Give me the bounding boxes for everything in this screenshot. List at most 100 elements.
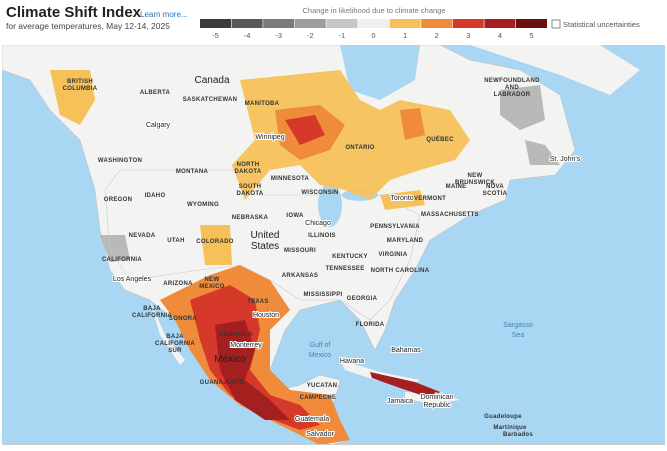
map-label: MISSISSIPPI — [304, 292, 343, 298]
map-label: WASHINGTON — [98, 158, 142, 164]
uncertain-region — [100, 85, 560, 262]
map-label: ALBERTA — [140, 90, 171, 96]
heat-region — [285, 115, 325, 145]
great-lakes — [318, 183, 342, 227]
map-label: SASKATCHEWAN — [183, 97, 238, 103]
map-label: LABRADOR — [494, 92, 531, 98]
map-label: MAINE — [446, 184, 467, 190]
map-label: NEW — [468, 173, 483, 179]
learn-more-link[interactable]: Learn more... — [140, 10, 188, 19]
legend-label: 4 — [498, 31, 502, 40]
map-label: DAKOTA — [234, 169, 261, 175]
map-label: ILLINOIS — [308, 233, 336, 239]
legend-swatch — [294, 19, 326, 28]
map-label: CALIFORNIA — [102, 257, 142, 263]
heat-region — [50, 70, 425, 265]
map-label: KENTUCKY — [332, 254, 368, 260]
map-label: WISCONSIN — [301, 190, 338, 196]
legend-swatch — [421, 19, 453, 28]
map-label: Toronto — [390, 195, 413, 202]
legend-swatch — [326, 19, 358, 28]
legend-label: 3 — [466, 31, 470, 40]
map-label: NEBRASKA — [232, 215, 269, 221]
map-label: YUCATAN — [307, 383, 338, 389]
map-label: Sea — [512, 332, 525, 339]
heat-region — [190, 285, 320, 430]
legend-label: 5 — [529, 31, 533, 40]
heat-region — [215, 320, 290, 420]
map-label: ARIZONA — [163, 281, 193, 287]
map-label: MISSOURI — [284, 248, 316, 254]
arctic-land — [470, 45, 640, 95]
heat-region — [370, 372, 440, 398]
map-label: Canada — [194, 75, 229, 86]
uncertainty-label: Statistical uncertainties — [563, 20, 640, 29]
map-label: Gulf of — [310, 342, 331, 349]
legend-swatch — [263, 19, 295, 28]
map-label: Sargasso — [503, 322, 533, 329]
map-label: MEXICO — [199, 284, 225, 290]
map-label: NORTH CAROLINA — [371, 268, 430, 274]
legend-swatch — [484, 19, 516, 28]
map-label: MARYLAND — [387, 238, 424, 244]
map-label: States — [251, 241, 279, 252]
title: Climate Shift Index — [6, 4, 142, 21]
map-label: TENNESSEE — [325, 266, 364, 272]
map-label: United — [251, 230, 280, 241]
map-label: BAJA — [166, 334, 184, 340]
map-label: CAMPECHE — [300, 395, 337, 401]
map-label: GUANAJUATO — [200, 380, 245, 386]
legend: -5 -4 -3 -2 -1 0 1 2 3 4 5 — [200, 19, 547, 40]
map-label: Guadeloupe — [484, 414, 522, 420]
map-label: Mexico — [309, 352, 331, 359]
heat-region — [232, 70, 470, 200]
map-label: COLORADO — [196, 239, 233, 245]
map-label: Los Angeles — [113, 276, 152, 283]
legend-swatch — [452, 19, 484, 28]
map-label: Salvador — [306, 431, 334, 438]
map-label: Bahamas — [391, 347, 421, 354]
legend-swatch — [358, 19, 389, 28]
map-label: Dominican — [420, 394, 453, 401]
subtitle: for average temperatures, May 12-14, 202… — [6, 21, 170, 31]
map-label: COLUMBIA — [63, 86, 98, 92]
legend-label: -3 — [275, 31, 282, 40]
map-label: WYOMING — [187, 202, 219, 208]
map-label: MASSACHUSETTS — [421, 212, 479, 218]
legend-label: -5 — [212, 31, 219, 40]
map-label: NEW — [205, 277, 220, 283]
map-label: ARKANSAS — [282, 273, 318, 279]
map-label: BAJA — [143, 306, 161, 312]
map-label: Havana — [340, 358, 364, 365]
map-label: Chicago — [305, 220, 331, 227]
map-label: DAKOTA — [236, 191, 263, 197]
map-label: UTAH — [167, 238, 184, 244]
map-label: NEVADA — [129, 233, 156, 239]
map-label: Calgary — [146, 122, 171, 129]
map-label: Guatemala — [295, 416, 329, 423]
map-label: Winnipeg — [255, 134, 284, 141]
map-label: Barbados — [503, 432, 533, 438]
map-label: Houston — [253, 312, 279, 319]
bottom-border — [2, 444, 665, 445]
us-border — [104, 169, 421, 321]
legend-label: -1 — [339, 31, 346, 40]
map-label: Jamaica — [387, 398, 413, 405]
map-label: Republic — [423, 402, 451, 409]
legend-swatch — [389, 19, 421, 28]
map-label: VERMONT — [414, 196, 446, 202]
map-label: SONORA — [169, 316, 198, 322]
map-label: MINNESOTA — [271, 176, 310, 182]
legend-label: -4 — [244, 31, 251, 40]
map-label: GEORGIA — [347, 296, 378, 302]
map-label: MANITOBA — [245, 101, 280, 107]
legend-label: 2 — [435, 31, 439, 40]
map-label: FLORIDA — [356, 322, 385, 328]
map-label: NORTH — [237, 162, 260, 168]
map-label: St. John's — [550, 156, 581, 163]
map-label: TEXAS — [247, 299, 269, 305]
uncertainty-checkbox[interactable] — [551, 19, 561, 29]
baja — [150, 300, 185, 365]
legend-swatch — [200, 19, 231, 28]
